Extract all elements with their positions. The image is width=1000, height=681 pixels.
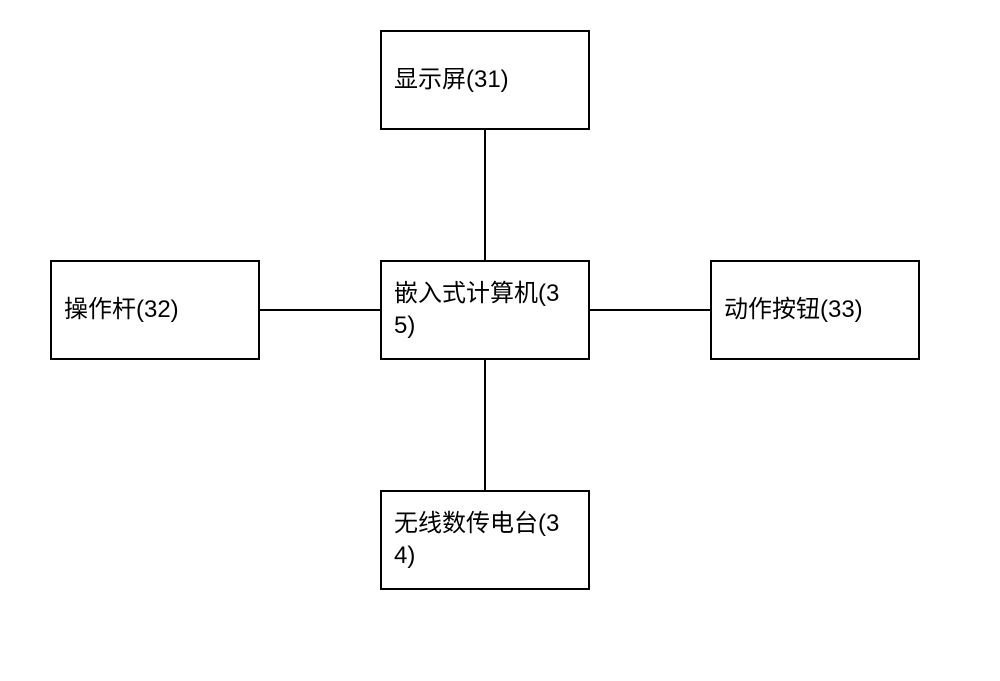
node-label: 显示屏(31) — [394, 64, 509, 96]
edge-left-center — [260, 309, 380, 311]
edge-center-right — [590, 309, 710, 311]
node-label: 嵌入式计算机(35) — [394, 278, 576, 343]
node-label: 操作杆(32) — [64, 294, 179, 326]
node-action-button: 动作按钮(33) — [710, 260, 920, 360]
node-joystick: 操作杆(32) — [50, 260, 260, 360]
edge-center-bottom — [484, 360, 486, 490]
diagram-canvas: 显示屏(31) 操作杆(32) 嵌入式计算机(35) 动作按钮(33) 无线数传… — [0, 0, 1000, 681]
node-wireless-radio: 无线数传电台(34) — [380, 490, 590, 590]
node-label: 无线数传电台(34) — [394, 508, 576, 573]
edge-top-center — [484, 130, 486, 260]
node-label: 动作按钮(33) — [724, 294, 863, 326]
node-embedded-computer: 嵌入式计算机(35) — [380, 260, 590, 360]
node-display-screen: 显示屏(31) — [380, 30, 590, 130]
